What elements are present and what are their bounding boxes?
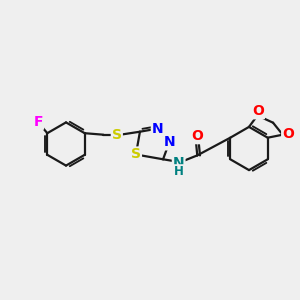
Text: N: N <box>173 156 184 170</box>
Text: F: F <box>34 115 43 129</box>
Text: O: O <box>252 104 264 118</box>
Text: O: O <box>282 127 294 141</box>
Text: S: S <box>131 148 141 161</box>
Text: N: N <box>152 122 164 136</box>
Text: H: H <box>174 165 184 178</box>
Text: O: O <box>191 129 203 143</box>
Text: S: S <box>112 128 122 142</box>
Text: N: N <box>164 135 175 149</box>
